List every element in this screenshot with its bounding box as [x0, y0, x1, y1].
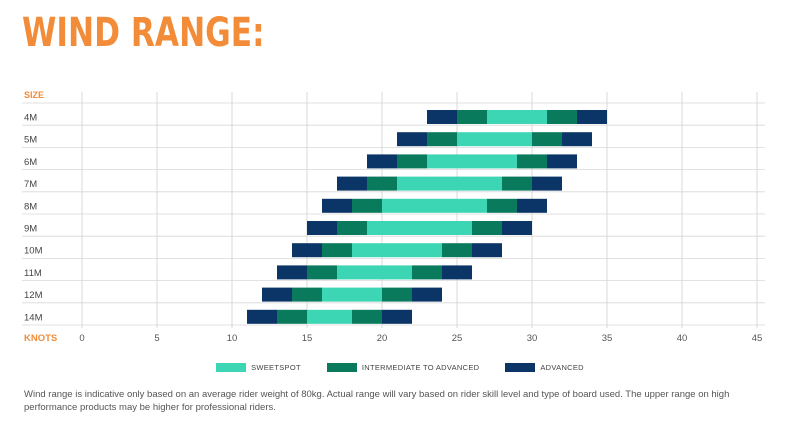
- bar-segment-intermediate: [517, 154, 547, 169]
- legend-swatch-sweetspot: [216, 363, 247, 372]
- y-tick-label: 5M: [24, 135, 37, 146]
- bar-segment-advanced: [442, 265, 472, 280]
- bar-segment-advanced: [472, 243, 502, 258]
- bar-segment-advanced: [532, 176, 562, 191]
- x-tick-label: 35: [602, 333, 613, 344]
- bar-segment-advanced: [367, 154, 397, 169]
- bar-segment-intermediate: [457, 110, 487, 124]
- bar-segment-intermediate: [397, 154, 427, 169]
- bar-segment-intermediate: [547, 110, 577, 124]
- bar-segment-sweetspot: [382, 198, 487, 213]
- bar-segment-intermediate: [307, 265, 337, 280]
- bar-segment-intermediate: [322, 243, 352, 258]
- grid-lines: [22, 92, 765, 328]
- y-tick-label: 8M: [24, 201, 37, 212]
- y-tick-label: 9M: [24, 224, 37, 235]
- bar-segment-intermediate: [502, 176, 532, 191]
- legend-label-sweetspot: SWEETSPOT: [251, 363, 301, 372]
- bar-segment-sweetspot: [322, 287, 382, 302]
- bar-segment-advanced: [277, 265, 307, 280]
- x-axis-label: KNOTS: [24, 333, 57, 344]
- page-title: WIND RANGE:: [22, 10, 265, 56]
- x-tick-label: 5: [154, 333, 159, 344]
- legend-swatch-intermediate: [326, 363, 357, 372]
- bar-segment-sweetspot: [397, 176, 502, 191]
- bar-segment-advanced: [337, 176, 367, 191]
- bar-segment-intermediate: [427, 132, 457, 147]
- legend-item-intermediate: INTERMEDIATE TO ADVANCED: [326, 363, 480, 372]
- y-tick-label: 14M: [24, 312, 43, 323]
- bar-segment-intermediate: [367, 176, 397, 191]
- bar-segment-sweetspot: [307, 309, 352, 324]
- x-tick-label: 25: [452, 333, 463, 344]
- bar-segment-advanced: [412, 287, 442, 302]
- bar-segment-intermediate: [487, 198, 517, 213]
- disclaimer-note: Wind range is indicative only based on a…: [24, 389, 730, 413]
- legend-label-intermediate: INTERMEDIATE TO ADVANCED: [361, 363, 480, 372]
- bar-segment-advanced: [397, 132, 427, 147]
- bar-segment-advanced: [517, 198, 547, 213]
- bar-segment-advanced: [292, 243, 322, 258]
- y-tick-label: 7M: [24, 179, 37, 190]
- y-tick-label: 10M: [24, 246, 43, 257]
- axis-labels: SIZE 4M 5M 6M 7M 8M 9M 10M 11M 12M 14M KNOTS 0 5 10 15 2…: [24, 90, 762, 344]
- bar-segment-intermediate: [472, 221, 502, 235]
- wind-range-chart: SIZE 4M 5M 6M 7M 8M 9M 10M 11M 12M 14M KNOTS 0 5 10 15 2…: [22, 90, 765, 344]
- bar-segment-sweetspot: [427, 154, 517, 169]
- bar-segment-sweetspot: [367, 221, 472, 235]
- bar-segment-intermediate: [277, 309, 307, 324]
- legend-item-sweetspot: SWEETSPOT: [216, 363, 301, 372]
- bar-segment-advanced: [247, 309, 277, 324]
- bar-segment-advanced: [502, 221, 532, 235]
- x-tick-label: 30: [527, 333, 538, 344]
- bar-segment-intermediate: [412, 265, 442, 280]
- legend-swatch-advanced: [505, 363, 536, 372]
- bars: [247, 110, 607, 324]
- y-tick-label: 6M: [24, 157, 37, 168]
- y-tick-label: 4M: [24, 113, 37, 124]
- bar-segment-advanced: [262, 287, 292, 302]
- bar-segment-advanced: [322, 198, 352, 213]
- bar-segment-advanced: [577, 110, 607, 124]
- legend: SWEETSPOT INTERMEDIATE TO ADVANCED ADVAN…: [0, 363, 800, 372]
- bar-segment-sweetspot: [337, 265, 412, 280]
- bar-segment-advanced: [307, 221, 337, 235]
- bar-segment-intermediate: [337, 221, 367, 235]
- x-tick-label: 15: [302, 333, 313, 344]
- bar-segment-intermediate: [532, 132, 562, 147]
- bar-segment-intermediate: [292, 287, 322, 302]
- bar-segment-advanced: [382, 309, 412, 324]
- bar-segment-intermediate: [352, 309, 382, 324]
- bar-segment-intermediate: [442, 243, 472, 258]
- x-tick-label: 45: [752, 333, 763, 344]
- bar-segment-advanced: [547, 154, 577, 169]
- bar-segment-sweetspot: [352, 243, 442, 258]
- bar-segment-intermediate: [382, 287, 412, 302]
- legend-item-advanced: ADVANCED: [505, 363, 584, 372]
- x-tick-label: 10: [227, 333, 238, 344]
- bar-segment-sweetspot: [487, 110, 547, 124]
- y-tick-label: 12M: [24, 290, 43, 301]
- x-tick-label: 40: [677, 333, 688, 344]
- y-axis-label: SIZE: [24, 90, 44, 100]
- x-tick-label: 0: [79, 333, 84, 344]
- y-tick-label: 11M: [24, 268, 42, 279]
- bar-segment-advanced: [562, 132, 592, 147]
- bar-segment-sweetspot: [457, 132, 532, 147]
- bar-segment-intermediate: [352, 198, 382, 213]
- bar-segment-advanced: [427, 110, 457, 124]
- x-tick-label: 20: [377, 333, 388, 344]
- legend-label-advanced: ADVANCED: [540, 363, 584, 372]
